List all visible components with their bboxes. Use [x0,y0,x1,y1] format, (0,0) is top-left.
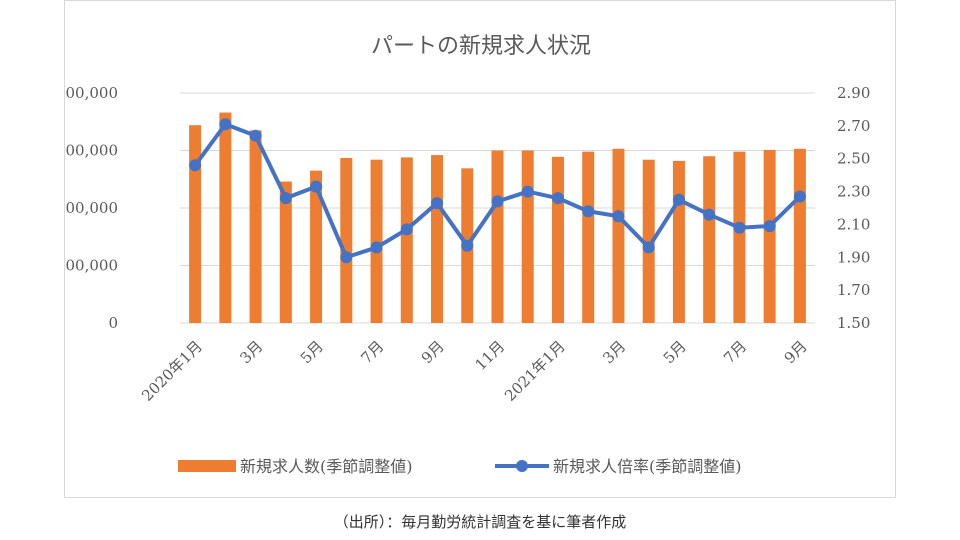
line-point [491,195,504,208]
left-tick-label: 400,000 [65,84,118,102]
line-point [551,192,564,205]
bar [733,151,746,323]
line-series [189,118,806,264]
bar [612,148,625,323]
bar [763,149,776,323]
legend-swatch-bar [178,460,236,472]
x-tick-label: 3月 [236,337,266,367]
line-point [763,220,776,233]
x-tick-label: 2020年1月 [138,337,206,405]
x-tick-label: 9月 [781,337,811,367]
x-tick-label: 5月 [660,337,690,367]
bar [521,150,534,323]
left-axis: 400,000 300,000 200,000 100,000 0 [65,84,118,332]
bar [340,157,353,323]
chart-frame: パートの新規求人状況 400,000 300,000 200,000 100,000 0… [64,0,896,498]
bar [642,159,655,323]
line-point [642,241,655,254]
legend: 新規求人数(季節調整値) 新規求人倍率(季節調整値) [178,457,742,476]
bar [672,160,685,323]
right-tick-label: 2.10 [837,215,870,233]
x-tick-label: 5月 [297,337,327,367]
line-point [521,185,534,198]
bar [249,130,262,323]
legend-label-bar: 新規求人数(季節調整値) [240,457,413,476]
right-tick-label: 2.50 [837,150,870,168]
right-tick-label: 1.50 [837,314,870,332]
bar [219,112,232,323]
bar [431,155,444,323]
bar [491,150,504,323]
bar [400,157,413,323]
line-point [431,197,444,210]
line-point [340,251,353,264]
bar [279,181,292,323]
left-tick-label: 0 [108,314,118,332]
bar [793,148,806,323]
chart-title: パートの新規求人状況 [371,34,591,59]
legend-swatch-marker [516,460,528,472]
left-tick-label: 300,000 [65,142,118,160]
line-point [612,210,625,223]
right-tick-label: 1.90 [837,248,870,266]
line-point [582,205,595,218]
combo-chart: パートの新規求人状況 400,000 300,000 200,000 100,000 0… [65,34,870,476]
line-point [703,208,716,221]
line-point [310,180,323,193]
line-point [279,192,292,205]
right-axis: 2.90 2.70 2.50 2.30 2.10 1.90 1.70 1.50 [837,84,870,332]
line-point [249,129,262,142]
right-tick-label: 2.90 [837,84,870,102]
line-point [672,193,685,206]
legend-label-line: 新規求人倍率(季節調整値) [553,457,742,476]
bar [582,151,595,323]
left-tick-label: 100,000 [65,257,118,275]
right-tick-label: 2.30 [837,183,870,201]
line-point [793,190,806,203]
x-tick-label: 2021年1月 [501,337,569,405]
line-point [461,239,474,252]
x-tick-label: 11月 [471,337,508,374]
right-tick-label: 2.70 [837,117,870,135]
bar [189,125,202,323]
x-tick-label: 7月 [357,337,387,367]
bar [703,156,716,323]
line-point [370,241,383,254]
bar [551,156,564,323]
line-point [189,159,202,172]
x-tick-label: 3月 [599,337,629,367]
line-point [219,118,232,131]
bar [370,159,383,323]
left-tick-label: 200,000 [65,199,118,217]
right-tick-label: 1.70 [837,281,870,299]
x-tick-label: 7月 [720,337,750,367]
source-note: （出所）：毎月勤労統計調査を基に筆者作成 [333,513,627,531]
line-point [733,221,746,234]
bar [310,170,323,323]
x-tick-label: 9月 [418,337,448,367]
line-point [400,223,413,236]
